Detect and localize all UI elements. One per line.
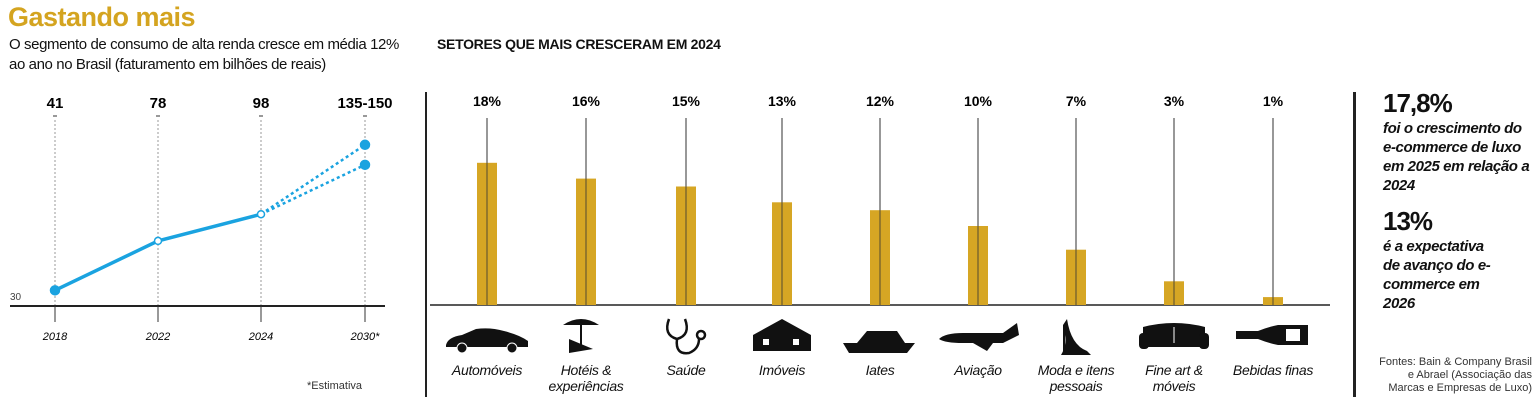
value-label: 41 <box>47 95 64 112</box>
value-label: 78 <box>150 95 167 112</box>
y-min-label: 30 <box>10 292 22 303</box>
data-point <box>359 159 371 171</box>
value-label: 135-150 <box>337 95 392 112</box>
bar-value-label: 18% <box>473 93 502 109</box>
data-point <box>153 236 163 246</box>
bar-value-label: 12% <box>866 93 895 109</box>
jet-icon <box>933 315 1023 357</box>
series-line-estimativa-baixa <box>260 163 366 216</box>
house-icon <box>737 315 827 357</box>
subtitle: O segmento de consumo de alta renda cres… <box>9 36 399 73</box>
series-line-estimativa-alta <box>260 143 366 216</box>
category-label: Aviação <box>954 362 1002 378</box>
estimate-note: *Estimativa <box>307 380 363 392</box>
stat-text: foi o crescimento do e-commerce de luxo … <box>1383 120 1530 194</box>
beach-umbrella-icon <box>541 315 631 357</box>
yacht-icon <box>835 315 925 357</box>
stat-value: 17,8% <box>1383 88 1453 118</box>
page-title: Gastando mais <box>8 2 196 32</box>
category-label: Saúde <box>666 362 706 378</box>
stat-value: 13% <box>1383 206 1433 236</box>
data-point <box>359 139 371 151</box>
category-label: Fine art & móveis <box>1145 362 1203 394</box>
divider <box>1353 92 1356 397</box>
bar-value-label: 7% <box>1066 93 1087 109</box>
wine-bottle-icon <box>1228 315 1318 357</box>
category-label: Bebidas finas <box>1232 362 1314 378</box>
x-tick-label: 2018 <box>42 331 68 343</box>
bar-value-label: 13% <box>768 93 797 109</box>
category-label: Moda e itens pessoais <box>1037 362 1115 394</box>
x-tick-label: 2024 <box>248 331 273 343</box>
high-heel-icon <box>1031 315 1121 357</box>
data-point <box>256 209 266 219</box>
bar-value-label: 15% <box>672 93 701 109</box>
x-tick-label: 2030* <box>350 331 380 343</box>
bar-chart-title: SETORES QUE MAIS CRESCERAM EM 2024 <box>437 36 721 52</box>
bar-value-label: 3% <box>1164 93 1185 109</box>
bar-value-label: 10% <box>964 93 993 109</box>
category-label: Iates <box>865 362 895 378</box>
category-label: Automóveis <box>451 362 523 378</box>
x-tick-label: 2022 <box>145 331 170 343</box>
data-point <box>49 285 61 296</box>
category-label: Hotéis & experiências <box>548 362 624 394</box>
value-label: 98 <box>253 95 270 112</box>
sofa-icon <box>1129 315 1219 357</box>
bar-value-label: 16% <box>572 93 601 109</box>
bar-value-label: 1% <box>1263 93 1284 109</box>
car-icon <box>442 315 532 357</box>
category-label: Imóveis <box>758 362 806 378</box>
stat-text: é a expectativa de avanço do e-commerce … <box>1383 238 1491 312</box>
stethoscope-icon <box>641 315 731 357</box>
sources: Fontes: Bain & Company Brasil e Abrael (… <box>1379 356 1532 394</box>
